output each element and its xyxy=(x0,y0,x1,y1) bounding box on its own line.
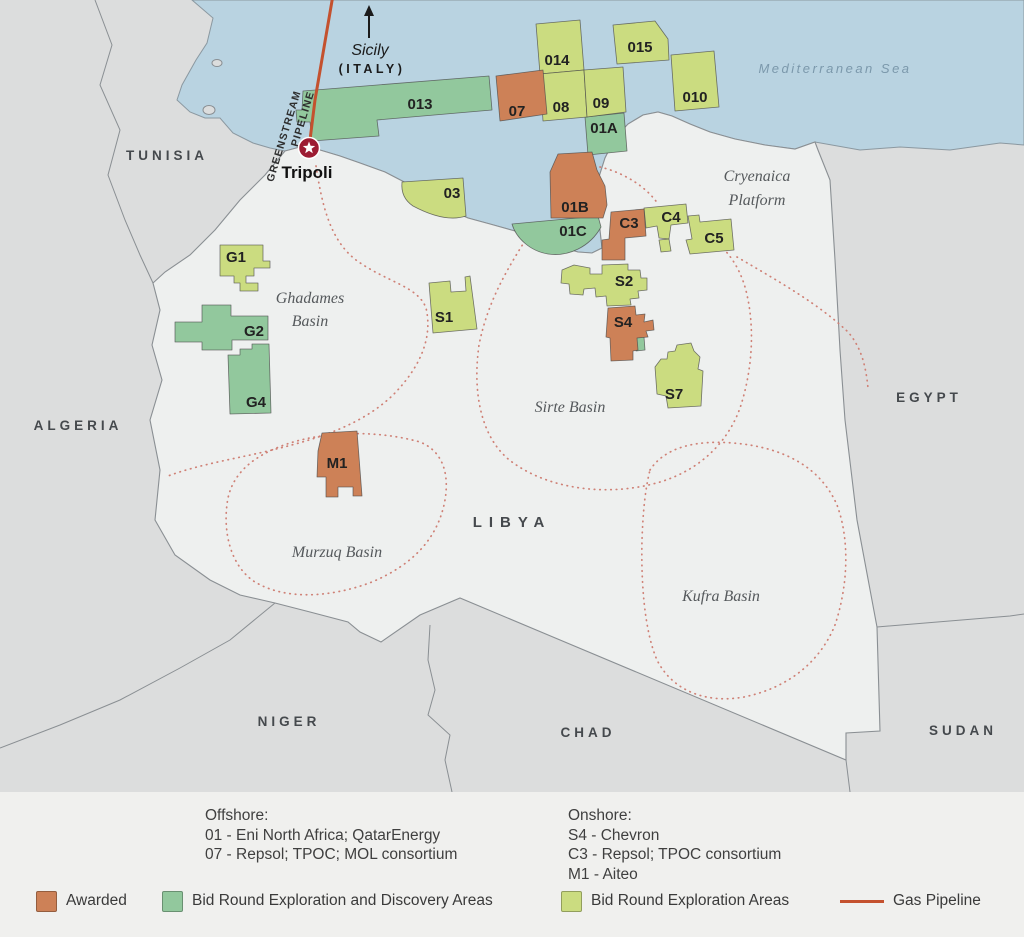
legend-onshore-item: S4 - Chevron xyxy=(568,826,660,844)
block-label-S4: S4 xyxy=(614,314,633,331)
island xyxy=(202,105,216,115)
map-canvas: Mediterranean Sea TUNISIA ALGERIA LIBYA … xyxy=(0,0,1024,792)
basin-label-ghadames: Ghadames xyxy=(276,290,344,307)
legend-key-exploration: Bid Round Exploration Areas xyxy=(561,890,789,912)
block-label-C5: C5 xyxy=(704,230,723,247)
block-label-G1: G1 xyxy=(226,249,246,266)
block-01A xyxy=(584,112,628,156)
basin-boundary-sirte xyxy=(476,229,753,491)
exploration-swatch-icon xyxy=(561,890,582,912)
block-S1 xyxy=(428,275,478,334)
block-label-010: 010 xyxy=(682,89,707,106)
block-label-S1: S1 xyxy=(435,309,453,326)
block-label-07: 07 xyxy=(509,103,526,120)
block-label-M1: M1 xyxy=(327,455,348,472)
discovery-swatch-icon xyxy=(162,890,183,912)
border-chad-sudan xyxy=(845,759,851,792)
border-tunisia-algeria xyxy=(94,0,154,284)
block-label-G4: G4 xyxy=(246,394,267,411)
basin-label-cryenaica: Cryenaica xyxy=(724,168,791,185)
block-label-014: 014 xyxy=(544,52,570,69)
block-label-013: 013 xyxy=(407,96,432,113)
basin-label-kufra: Kufra Basin xyxy=(681,588,760,605)
legend-offshore-item: 07 - Repsol; TPOC; MOL consortium xyxy=(205,846,458,863)
basin-boundary-ghadames xyxy=(167,165,429,477)
legend-onshore-item: C3 - Repsol; TPOC consortium xyxy=(568,846,782,863)
block-label-01B: 01B xyxy=(561,199,589,216)
legend-key-awarded: Awarded xyxy=(36,890,127,912)
sea-label: Mediterranean Sea xyxy=(758,61,911,76)
country-label-algeria: ALGERIA xyxy=(34,418,123,433)
block-010 xyxy=(670,50,720,112)
block-label-03: 03 xyxy=(444,185,461,202)
basin-label-cryenaica-2: Platform xyxy=(728,192,786,209)
block-G4 xyxy=(227,343,272,415)
legend-key-discovery: Bid Round Exploration and Discovery Area… xyxy=(162,890,493,912)
block-C4-annex xyxy=(658,238,672,253)
country-label-niger: NIGER xyxy=(258,714,321,729)
block-G1 xyxy=(219,244,271,292)
block-label-S7: S7 xyxy=(665,386,683,403)
border-niger-algeria xyxy=(0,602,276,749)
country-label-libya: LIBYA xyxy=(473,514,552,531)
basin-label-murzuq: Murzuq Basin xyxy=(291,544,382,561)
awarded-swatch-icon xyxy=(36,890,57,912)
block-G2 xyxy=(174,304,269,351)
block-label-015: 015 xyxy=(627,39,652,56)
libya-country-shape xyxy=(149,111,881,761)
block-015 xyxy=(612,20,670,65)
block-label-C4: C4 xyxy=(661,209,681,226)
block-03 xyxy=(401,177,467,219)
legend-key-label: Bid Round Exploration and Discovery Area… xyxy=(192,892,493,909)
gas-pipeline-line xyxy=(307,0,334,149)
block-C3 xyxy=(601,208,647,261)
block-C5 xyxy=(685,214,735,255)
legend-key-label: Awarded xyxy=(66,892,127,909)
block-S2 xyxy=(560,263,648,307)
block-M1 xyxy=(316,430,363,498)
block-label-C3: C3 xyxy=(619,215,638,232)
sicily-arrowhead-icon xyxy=(364,5,374,16)
legend-onshore-item: M1 - Aiteo xyxy=(568,865,638,883)
border-egypt-sudan xyxy=(876,613,1024,628)
block-01C xyxy=(511,215,602,255)
country-label-sudan: SUDAN xyxy=(929,723,997,738)
island xyxy=(211,59,223,67)
border-niger-chad xyxy=(427,624,453,792)
basin-label-sirte: Sirte Basin xyxy=(535,399,606,416)
basin-boundary-cyrenaica xyxy=(599,166,659,205)
tripoli-star-icon xyxy=(302,141,316,154)
block-label-S2: S2 xyxy=(615,273,633,290)
basin-boundary-kufra xyxy=(640,441,847,700)
block-S4 xyxy=(605,305,655,362)
block-09 xyxy=(583,66,627,118)
country-label-tunisia: TUNISIA xyxy=(126,148,208,163)
block-label-01A: 01A xyxy=(590,120,618,137)
basin-boundary-murzuq xyxy=(225,432,448,596)
legend-offshore: Offshore: 01 - Eni North Africa; QatarEn… xyxy=(205,806,457,865)
pipeline-sample-icon xyxy=(840,899,884,903)
legend-offshore-title: Offshore: xyxy=(205,807,269,824)
legend-onshore-title: Onshore: xyxy=(568,807,632,824)
legend-key-pipeline: Gas Pipeline xyxy=(840,890,981,912)
legend-offshore-item: 01 - Eni North Africa; QatarEnergy xyxy=(205,826,441,844)
legend-key-label: Gas Pipeline xyxy=(893,892,981,909)
country-label-egypt: EGYPT xyxy=(896,390,962,405)
sicily-label: Sicily xyxy=(351,42,389,59)
block-label-G2: G2 xyxy=(244,323,264,340)
city-label-tripoli: Tripoli xyxy=(282,163,333,182)
legend-onshore: Onshore: S4 - Chevron C3 - Repsol; TPOC … xyxy=(568,806,781,884)
legend-key-label: Bid Round Exploration Areas xyxy=(591,892,790,909)
legend: Offshore: 01 - Eni North Africa; QatarEn… xyxy=(0,792,1024,937)
block-label-09: 09 xyxy=(593,95,610,112)
block-S7 xyxy=(654,342,704,409)
country-label-chad: CHAD xyxy=(561,725,616,740)
block-label-01C: 01C xyxy=(559,223,587,240)
block-07 xyxy=(495,69,548,122)
basin-label-ghadames-2: Basin xyxy=(292,313,328,330)
italy-label: (ITALY) xyxy=(339,62,406,76)
block-01B xyxy=(549,151,608,219)
block-label-08: 08 xyxy=(553,99,570,116)
